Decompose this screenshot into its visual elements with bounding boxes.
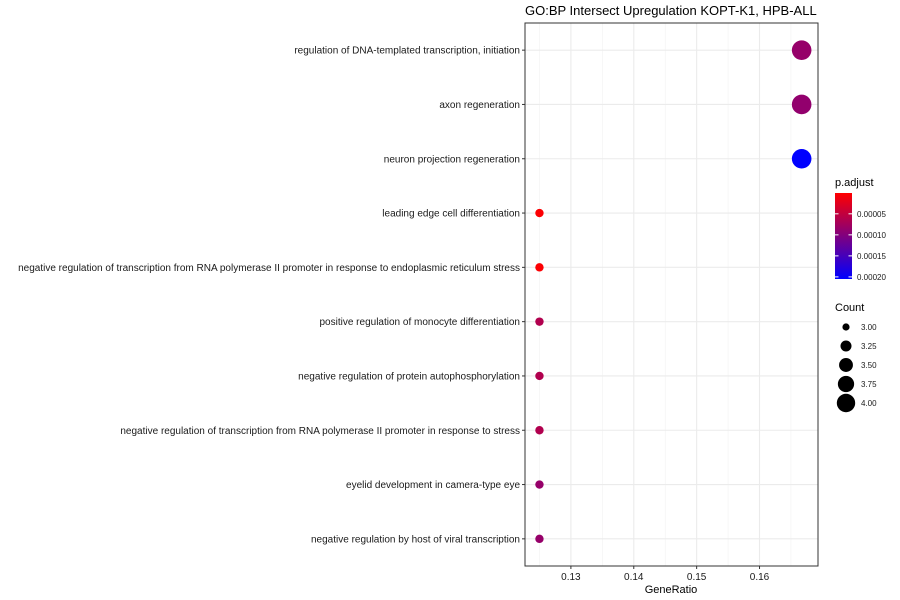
data-point bbox=[791, 94, 812, 115]
size-legend-label: 3.50 bbox=[861, 361, 877, 370]
color-legend-label: 0.00010 bbox=[857, 231, 886, 240]
y-axis-labels: regulation of DNA-templated transcriptio… bbox=[18, 46, 525, 545]
data-point bbox=[535, 426, 544, 435]
data-point bbox=[791, 148, 812, 169]
size-legend: Count 3.00 3.25 3.50 3.75 4.00 bbox=[835, 302, 877, 413]
y-tick-label: regulation of DNA-templated transcriptio… bbox=[294, 46, 520, 57]
color-legend-label: 0.00020 bbox=[857, 273, 886, 282]
y-tick-label: leading edge cell differentiation bbox=[382, 209, 520, 220]
major-grid bbox=[525, 23, 818, 566]
color-legend-label: 0.00005 bbox=[857, 210, 886, 219]
y-tick-label: axon regeneration bbox=[439, 100, 520, 111]
size-legend-title: Count bbox=[835, 302, 864, 314]
size-legend-key bbox=[840, 340, 852, 352]
size-legend-keys: 3.00 3.25 3.50 3.75 4.00 bbox=[836, 323, 877, 413]
chart-title: GO:BP Intersect Upregulation KOPT-K1, HP… bbox=[525, 3, 817, 18]
x-tick-label: 0.16 bbox=[750, 572, 770, 583]
x-axis-title: GeneRatio bbox=[645, 584, 698, 596]
plot-area bbox=[524, 22, 819, 567]
size-legend-label: 3.00 bbox=[861, 323, 877, 332]
x-tick-label: 0.13 bbox=[561, 572, 581, 583]
data-points bbox=[535, 40, 812, 544]
data-point bbox=[535, 371, 544, 381]
size-legend-key bbox=[839, 358, 853, 372]
color-legend-label: 0.00015 bbox=[857, 252, 886, 261]
size-legend-key bbox=[842, 323, 850, 331]
data-point bbox=[791, 40, 812, 60]
color-legend-ticks: 0.00005 0.00010 0.00015 0.00020 bbox=[835, 210, 886, 282]
y-tick-label: eyelid development in camera-type eye bbox=[346, 480, 520, 491]
data-point bbox=[535, 534, 544, 544]
y-tick-label: neuron projection regeneration bbox=[384, 154, 520, 165]
y-tick-label: negative regulation of transcription fro… bbox=[18, 263, 520, 274]
plot-background bbox=[525, 23, 818, 566]
size-legend-label: 3.75 bbox=[861, 380, 877, 389]
size-legend-label: 3.25 bbox=[861, 342, 877, 351]
data-point bbox=[535, 263, 544, 272]
y-tick-label: negative regulation of transcription fro… bbox=[120, 426, 520, 437]
size-legend-key bbox=[837, 375, 855, 393]
plot-border bbox=[524, 22, 819, 567]
y-tick-label: negative regulation of protein autophosp… bbox=[298, 371, 520, 382]
y-tick-label: positive regulation of monocyte differen… bbox=[320, 317, 521, 328]
x-axis: 0.13 0.14 0.15 0.16 bbox=[561, 566, 770, 583]
size-legend-label: 4.00 bbox=[861, 399, 877, 408]
x-tick-label: 0.14 bbox=[624, 572, 644, 583]
color-legend-title: p.adjust bbox=[835, 177, 874, 189]
color-legend: p.adjust 0.00005 0.00010 0.00015 0.00020 bbox=[835, 177, 886, 282]
x-tick-label: 0.15 bbox=[687, 572, 707, 583]
data-point bbox=[535, 480, 544, 489]
size-legend-key bbox=[836, 393, 856, 413]
data-point bbox=[535, 317, 544, 326]
color-legend-bar bbox=[835, 193, 852, 279]
minor-grid bbox=[539, 23, 792, 566]
data-point bbox=[535, 208, 544, 218]
y-tick-label: negative regulation by host of viral tra… bbox=[311, 534, 520, 545]
